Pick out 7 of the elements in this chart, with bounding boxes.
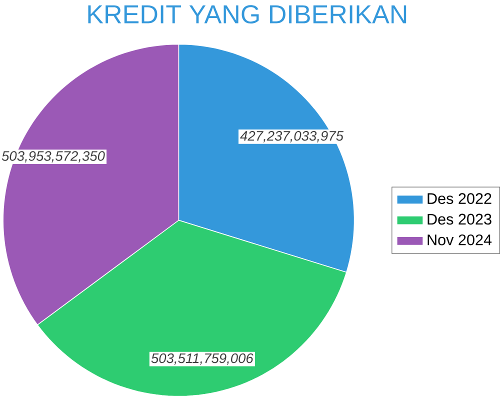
data-label: 427,237,033,975	[240, 131, 344, 143]
data-label: 503,511,759,006	[151, 354, 254, 365]
legend-label: Des 2022	[428, 193, 492, 204]
chart-title: KREDIT YANG DIBERIKAN	[88, 5, 406, 24]
legend-label: Nov 2024	[428, 234, 492, 246]
data-label: 503,953,572,350	[2, 151, 105, 163]
legend-label: Des 2023	[428, 214, 492, 225]
